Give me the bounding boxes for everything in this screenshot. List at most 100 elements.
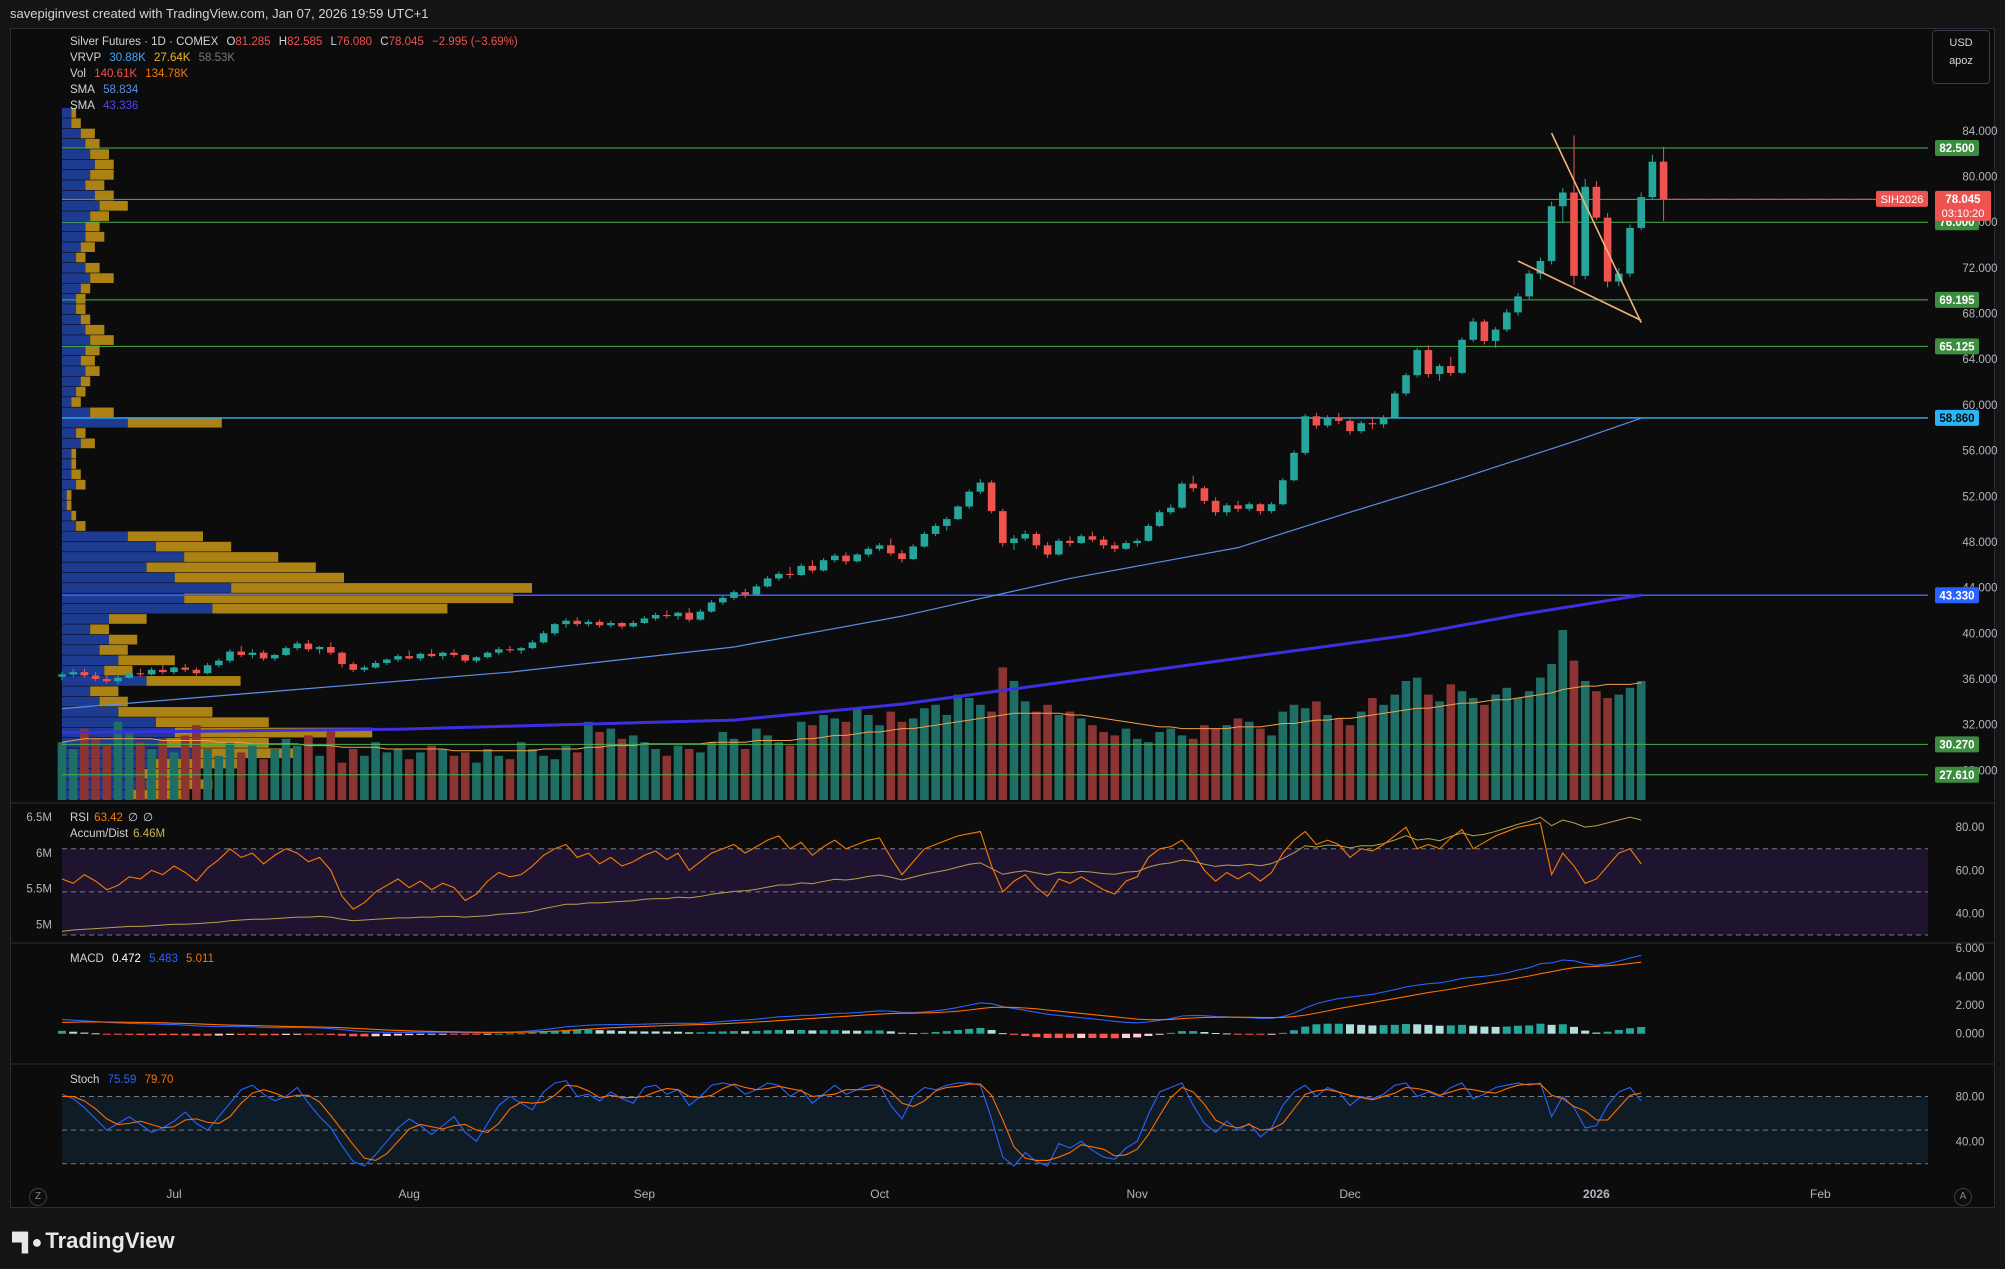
- candle-body: [1155, 512, 1164, 526]
- volume-profile-up-bar: [62, 262, 86, 273]
- macd-histogram-bar: [1312, 1024, 1321, 1034]
- volume-profile-down-bar: [156, 717, 269, 728]
- candle-body: [1503, 312, 1511, 330]
- candle-body: [349, 664, 357, 670]
- volume-profile-up-bar: [62, 572, 175, 583]
- tradingview-logo[interactable]: ▀▌● TradingView: [12, 1228, 175, 1254]
- macd-histogram-bar: [293, 1033, 302, 1035]
- macd-histogram-bar: [1256, 1033, 1265, 1035]
- volume-bar: [964, 698, 974, 800]
- volume-bar: [225, 742, 235, 800]
- candle-body: [327, 646, 335, 653]
- vol-value: 140.61K: [94, 68, 138, 80]
- macd-signal-line: [61, 961, 1642, 1033]
- volume-bar: [1592, 691, 1601, 800]
- candle-body: [1055, 540, 1063, 555]
- volume-bar: [259, 759, 268, 800]
- volume-profile-up-bar: [62, 252, 77, 263]
- legend-vrvp-row[interactable]: VRVP 30.88K 27.64K 58.53K: [70, 50, 523, 66]
- volume-bar: [427, 745, 436, 800]
- symbol-name[interactable]: Silver Futures · 1D · COMEX: [70, 36, 219, 48]
- candle-body: [976, 482, 985, 492]
- macd-histogram-bar: [718, 1031, 727, 1034]
- chart-canvas[interactable]: 84.00080.00076.00072.00068.00064.00060.0…: [0, 0, 2005, 1210]
- price-tick-label: 32.000: [1962, 720, 1997, 732]
- attribution-bar: savepiginvest created with TradingView.c…: [0, 0, 2005, 28]
- legend-sma-fast-row[interactable]: SMA 58.834: [70, 82, 523, 98]
- volume-profile-down-bar: [71, 397, 81, 407]
- volume-profile-up-bar: [62, 490, 67, 500]
- candle-body: [853, 554, 861, 562]
- macd-histogram-bar: [539, 1031, 548, 1034]
- volume-bar: [931, 704, 940, 800]
- stoch-k-value: 75.59: [107, 1074, 137, 1086]
- candle-body: [1648, 161, 1657, 198]
- volume-profile-down-bar: [85, 221, 100, 232]
- volume-profile-down-bar: [80, 355, 95, 366]
- macd-histogram-bar: [1077, 1033, 1086, 1038]
- auto-scale-icon[interactable]: A: [1954, 1188, 1972, 1206]
- candle-body: [786, 573, 794, 576]
- rsi-legend[interactable]: RSI 63.42 ∅ ∅ Accum/Dist 6.46M: [70, 810, 170, 842]
- candle-body: [80, 672, 89, 676]
- volume-bar: [875, 725, 884, 800]
- candle-body: [707, 602, 716, 612]
- volume-profile-down-bar: [99, 200, 128, 211]
- macd-histogram-bar: [248, 1033, 257, 1035]
- volume-profile-up-bar: [62, 273, 91, 283]
- ad-label: Accum/Dist: [70, 828, 129, 840]
- candle-body: [259, 652, 268, 659]
- candle-body: [371, 662, 380, 668]
- volume-bar: [707, 742, 716, 800]
- volume-bar: [897, 721, 907, 800]
- accum-dist-tick-label: 6M: [36, 848, 52, 860]
- candle-body: [842, 555, 850, 562]
- volume-profile-up-bar: [62, 386, 77, 397]
- candle-body: [752, 586, 761, 595]
- candle-body: [1379, 417, 1388, 425]
- volume-profile-down-bar: [90, 686, 119, 697]
- macd-histogram-bar: [349, 1033, 358, 1037]
- candle-body: [1043, 545, 1052, 555]
- stoch-legend[interactable]: Stoch 75.59 79.70: [70, 1072, 178, 1088]
- currency-selector[interactable]: USD apoz: [1932, 30, 1990, 84]
- volume-profile-up-bar: [62, 190, 95, 201]
- macd-histogram-bar: [1402, 1024, 1410, 1034]
- volume-bar: [113, 721, 123, 800]
- candle-body: [730, 592, 738, 598]
- volume-profile-up-bar: [62, 118, 72, 129]
- volume-profile-up-bar: [62, 293, 77, 304]
- volume-bar: [449, 755, 459, 800]
- candle-body: [1659, 161, 1668, 200]
- stoch-tick-label: 80.00: [1956, 1091, 1985, 1103]
- attribution-text: savepiginvest created with TradingView.c…: [10, 6, 429, 21]
- ohlc-high: H82.585: [278, 36, 323, 48]
- macd-histogram-bar: [1211, 1033, 1220, 1034]
- macd-histogram-bar: [976, 1028, 985, 1034]
- volume-bar: [886, 711, 896, 800]
- candle-body: [69, 672, 77, 675]
- candle-body: [1223, 505, 1231, 513]
- price-tick-label: 68.000: [1962, 309, 1997, 321]
- volume-bar: [1256, 728, 1265, 800]
- macd-histogram-bar: [1558, 1024, 1567, 1034]
- macd-histogram-bar: [114, 1033, 122, 1035]
- legend-vol-row[interactable]: Vol 140.61K 134.78K: [70, 66, 523, 82]
- volume-profile-up-bar: [62, 283, 81, 294]
- volume-profile-down-bar: [80, 376, 91, 387]
- volume-profile-down-bar: [146, 779, 213, 790]
- macd-histogram-bar: [741, 1031, 750, 1034]
- macd-label: MACD: [70, 953, 104, 965]
- volume-profile-down-bar: [90, 407, 114, 418]
- legend-sma-slow-row[interactable]: SMA 43.336: [70, 98, 523, 114]
- volume-bar: [1032, 711, 1041, 800]
- macd-legend[interactable]: MACD 0.472 5.483 5.011: [70, 951, 219, 967]
- macd-histogram-bar: [270, 1033, 279, 1036]
- volume-bar: [326, 728, 336, 800]
- volume-bar: [774, 742, 784, 800]
- volume-profile-up-bar: [62, 583, 232, 593]
- volume-profile-down-bar: [184, 593, 514, 604]
- candle-body: [461, 654, 469, 661]
- timezone-icon[interactable]: Z: [29, 1188, 47, 1206]
- volume-bar: [236, 752, 246, 800]
